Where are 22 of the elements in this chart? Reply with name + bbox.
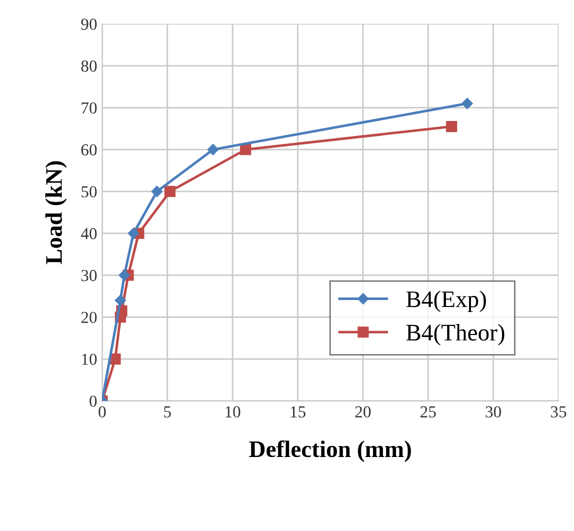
x-axis-title: Deflection (mm) [249, 440, 411, 462]
x-tick-label: 20 [355, 406, 371, 418]
y-tick-label: 0 [90, 396, 97, 407]
legend-label: B4(Exp) [406, 290, 486, 312]
y-tick-label: 80 [81, 60, 97, 72]
y-axis-title: Load (kN) [45, 161, 67, 264]
y-tick-label: 50 [82, 186, 97, 198]
x-tick-label: 10 [226, 406, 240, 418]
x-tick-label: 0 [98, 406, 106, 418]
x-tick-label: 15 [290, 406, 306, 418]
x-tick-label: 35 [550, 406, 566, 418]
legend-label: B4(Theor) [406, 324, 504, 346]
y-tick-label: 30 [81, 270, 97, 282]
y-tick-label: 10 [82, 354, 97, 365]
x-tick-label: 5 [164, 406, 171, 418]
y-tick-label: 70 [82, 102, 97, 114]
y-tick-label: 60 [81, 144, 97, 156]
y-tick-label: 40 [80, 228, 97, 240]
y-tick-label: 90 [81, 18, 97, 30]
x-tick-label: 25 [420, 406, 436, 418]
x-tick-label: 30 [486, 406, 502, 418]
y-tick-label: 20 [81, 312, 97, 324]
